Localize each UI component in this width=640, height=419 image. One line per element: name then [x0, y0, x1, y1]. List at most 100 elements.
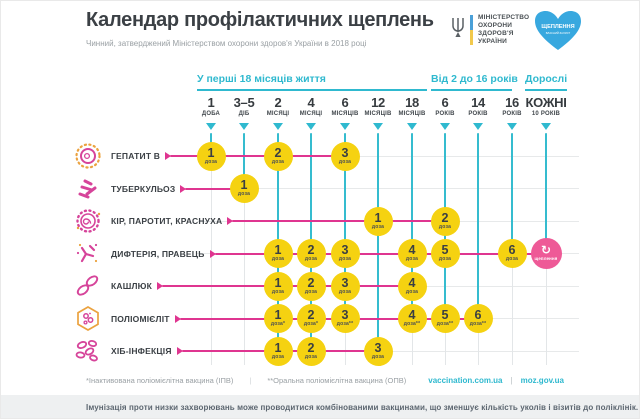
column-marker-icon	[206, 123, 216, 130]
column-grid-line	[243, 133, 245, 365]
dose-label: доза	[405, 256, 419, 262]
dose-label: доза	[304, 288, 318, 295]
column-unit: ДІБ	[238, 111, 250, 117]
column-grid-line	[210, 133, 212, 365]
column-value: 16	[505, 95, 519, 110]
dose-number: 1	[207, 145, 215, 160]
dose-number: 2	[307, 275, 315, 290]
dose-label: доза	[338, 158, 352, 165]
column-value: 4	[307, 95, 315, 110]
column-marker-icon	[507, 123, 517, 130]
footnotes: *Інактивована поліомієлітна вакцина (ІПВ…	[86, 376, 406, 385]
column-guideline	[377, 133, 379, 351]
footnote-separator: |	[249, 376, 252, 385]
timeline-arrow-icon	[175, 314, 181, 323]
dose-label: доза	[338, 288, 352, 295]
dose-number: 2	[307, 340, 315, 355]
dose-number: 4	[408, 243, 416, 257]
disease-label: КАШЛЮК	[111, 281, 152, 291]
link-vaccination[interactable]: vaccination.com.ua	[428, 376, 503, 385]
heart-badge-subtitle: ВЛАСНИЙ ЗАХИСТ	[546, 31, 571, 35]
dose-number: 2	[274, 145, 282, 160]
dose-circle: 4 доза**	[397, 304, 427, 333]
dose-label: доза	[438, 256, 452, 262]
ministry-line: ОХОРОНИ	[478, 22, 513, 29]
timeline-arrow-icon	[210, 249, 216, 258]
dose-circle: 1 доза	[263, 271, 293, 301]
dose-circle: 1 доза	[363, 206, 393, 236]
column-value: КОЖНІ	[525, 95, 567, 110]
age-group-underline	[431, 89, 512, 91]
dose-label: доза	[304, 353, 318, 360]
dose-number: 2	[307, 308, 315, 322]
ministry-line: УКРАЇНИ	[478, 38, 508, 45]
disease-label: ГЕПАТИТ В	[111, 151, 161, 161]
dose-number: 4	[408, 308, 416, 322]
diphtheria-bacteria-icon	[73, 239, 103, 269]
dose-number: 1	[374, 210, 382, 225]
dose-number: 3	[341, 308, 349, 322]
dose-number: 6	[508, 243, 516, 257]
dose-circle: 6 доза**	[463, 304, 493, 333]
dose-label: доза	[405, 288, 419, 295]
dose-timeline	[170, 155, 345, 157]
column-value: 3–5	[233, 95, 255, 110]
dose-number: 5	[441, 308, 449, 322]
column-value: 18	[405, 95, 419, 110]
timeline-arrow-icon	[157, 282, 163, 290]
dose-label: доза	[271, 288, 285, 295]
dose-circle: 3 доза	[330, 141, 360, 171]
column-guideline	[243, 133, 245, 189]
column-unit: МІСЯЦІВ	[364, 111, 392, 117]
dose-label: доза*	[303, 321, 319, 327]
column-marker-icon	[340, 123, 350, 130]
row-grid-line	[197, 188, 579, 189]
column-value: 6	[441, 95, 449, 110]
hib-bacteria-icon	[73, 336, 103, 366]
link-separator: |	[510, 376, 513, 385]
disease-label: ДИФТЕРІЯ, ПРАВЕЦЬ	[111, 248, 205, 259]
heart-badge-title: ЩЕПЛЕННЯ	[541, 24, 574, 30]
column-guideline	[511, 133, 513, 254]
dose-number: 2	[307, 243, 315, 257]
tuberculosis-bacteria-icon	[73, 174, 103, 204]
column-marker-icon	[407, 123, 417, 130]
column-value: 14	[471, 95, 485, 110]
timeline-arrow-icon	[177, 347, 183, 355]
column-marker-icon	[440, 123, 450, 130]
dose-circle: 5 доза**	[430, 304, 460, 333]
dose-circle: 5 доза	[430, 239, 460, 268]
heart-badge: ЩЕПЛЕННЯ ВЛАСНИЙ ЗАХИСТ	[533, 9, 583, 58]
column-value: 12	[371, 95, 385, 110]
column-unit: РОКІВ	[468, 111, 488, 117]
ministry-line: ЗДОРОВ'Я	[478, 30, 514, 37]
dose-circle: 6 доза	[497, 239, 527, 268]
booster-label: щеплення	[534, 256, 558, 261]
polio-virus-icon	[73, 304, 103, 334]
dose-circle: 1 доза	[263, 239, 293, 268]
dose-number: 1	[240, 178, 248, 192]
column-marker-icon	[273, 123, 283, 130]
heart-icon	[535, 11, 581, 50]
dose-timeline	[232, 220, 445, 222]
dose-label: доза	[371, 353, 385, 360]
ministry-logo: МІНІСТЕРСТВО ОХОРОНИ ЗДОРОВ'Я УКРАЇНИ	[451, 14, 529, 46]
pertussis-bacteria-icon	[73, 271, 103, 301]
dose-number: 1	[274, 308, 282, 322]
dose-circle: 3 доза	[330, 239, 360, 268]
age-group-label: Дорослі	[525, 73, 568, 85]
dose-circle: 1 доза	[196, 141, 226, 171]
dose-circle: 2 доза	[430, 206, 460, 236]
column-unit: МІСЯЦІ	[266, 111, 290, 117]
dose-circle: 3 доза**	[330, 304, 360, 333]
column-unit: МІСЯЦІ	[299, 111, 323, 117]
link-moz[interactable]: moz.gov.ua	[520, 376, 564, 385]
dose-number: 4	[408, 275, 416, 290]
dose-circle: 2 доза	[296, 239, 326, 268]
bottom-strip: Імунізація проти низки захворювань може …	[1, 395, 639, 418]
dose-label: доза	[204, 158, 218, 165]
measles-virus-icon	[73, 206, 103, 236]
timeline-arrow-icon	[180, 184, 186, 193]
column-guideline	[545, 133, 547, 254]
dose-number: 2	[441, 210, 449, 225]
